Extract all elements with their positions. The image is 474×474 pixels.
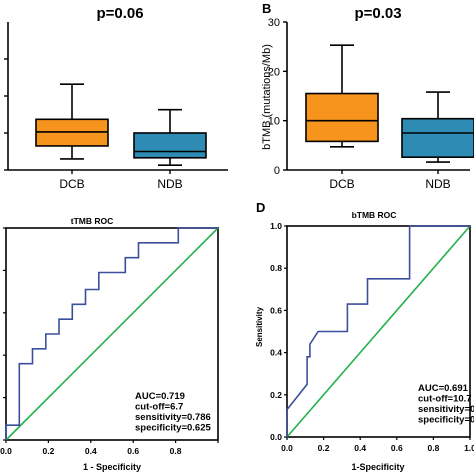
- roc-1-ytick-label: 0.0: [270, 432, 282, 442]
- roc-0-xtick-label: 0.6: [127, 446, 139, 456]
- roc-0-xtick-label: 0.2: [42, 446, 54, 456]
- panel-a-title: p=0.06: [96, 5, 143, 22]
- panel-1-ytick-label: 30: [268, 17, 280, 29]
- roc-0-annotation: cut-off=6.7: [135, 402, 183, 413]
- roc-1-xtick-label: 0.8: [427, 443, 439, 453]
- roc-1-annotation: sensitivity=0.: [418, 404, 474, 415]
- category-label: NDB: [157, 177, 182, 191]
- roc-0-xtick-label: 0.4: [85, 446, 97, 456]
- roc-0-xtick-label: 0.8: [170, 446, 182, 456]
- panel-c-title: tTMB ROC: [71, 216, 114, 226]
- roc-1-xtick-label: 0.2: [318, 443, 330, 453]
- category-label: DCB: [329, 177, 354, 191]
- roc-0-plot-frame: [5, 227, 219, 441]
- roc-1-xtick-label: 1.0: [464, 443, 474, 453]
- roc-0-reference-line: [5, 227, 219, 441]
- roc-0-curve: [5, 227, 218, 440]
- panel-1-ytick-label: 0: [274, 165, 280, 177]
- roc-1-ytick-label: 0.4: [270, 348, 282, 358]
- roc-1-ytick-label: 0.2: [270, 390, 282, 400]
- panel-c-xlabel: 1 - Specificity: [83, 462, 141, 472]
- roc-1-annotation: AUC=0.691: [418, 383, 469, 394]
- roc-1-curve: [286, 225, 470, 437]
- roc-0-annotation: AUC=0.719: [135, 391, 185, 402]
- roc-1-annotation: cut-off=10.7: [418, 394, 472, 405]
- box-ndb: [133, 132, 207, 159]
- roc-0-xtick-label: 0.0: [0, 446, 12, 456]
- roc-1-ytick-label: 1.0: [270, 221, 282, 231]
- panel-d-xlabel: 1-Specificity: [351, 462, 404, 472]
- panel-b-letter: B: [262, 1, 271, 16]
- category-label: NDB: [425, 177, 450, 191]
- roc-1-ytick-label: 0.8: [270, 263, 282, 273]
- roc-1-reference-line: [286, 225, 471, 438]
- roc-1-xtick-label: 0.0: [281, 443, 293, 453]
- panel-1-ytick-label: 10: [268, 116, 280, 128]
- box-ndb: [401, 117, 474, 158]
- roc-1-xtick-label: 0.4: [354, 443, 366, 453]
- roc-0-annotation: specificity=0.625: [135, 423, 212, 434]
- panel-d-title: bTMB ROC: [352, 210, 397, 220]
- category-label: DCB: [59, 177, 84, 191]
- box-dcb: [305, 92, 379, 143]
- panel-d-letter: D: [256, 200, 265, 215]
- panel-d-ylabel: Sensitivity: [255, 306, 264, 347]
- roc-1-annotation: specificity=0.: [418, 415, 474, 426]
- roc-0-annotation: sensitivity=0.786: [135, 412, 211, 423]
- panel-1-ytick-label: 20: [268, 66, 280, 78]
- roc-1-ytick-label: 0.6: [270, 305, 282, 315]
- roc-1-xtick-label: 0.6: [391, 443, 403, 453]
- roc-1-plot-frame: [286, 225, 471, 438]
- panel-b-ylabel: bTMB (mutations/Mb): [261, 44, 273, 150]
- panel-b-title: p=0.03: [354, 5, 401, 22]
